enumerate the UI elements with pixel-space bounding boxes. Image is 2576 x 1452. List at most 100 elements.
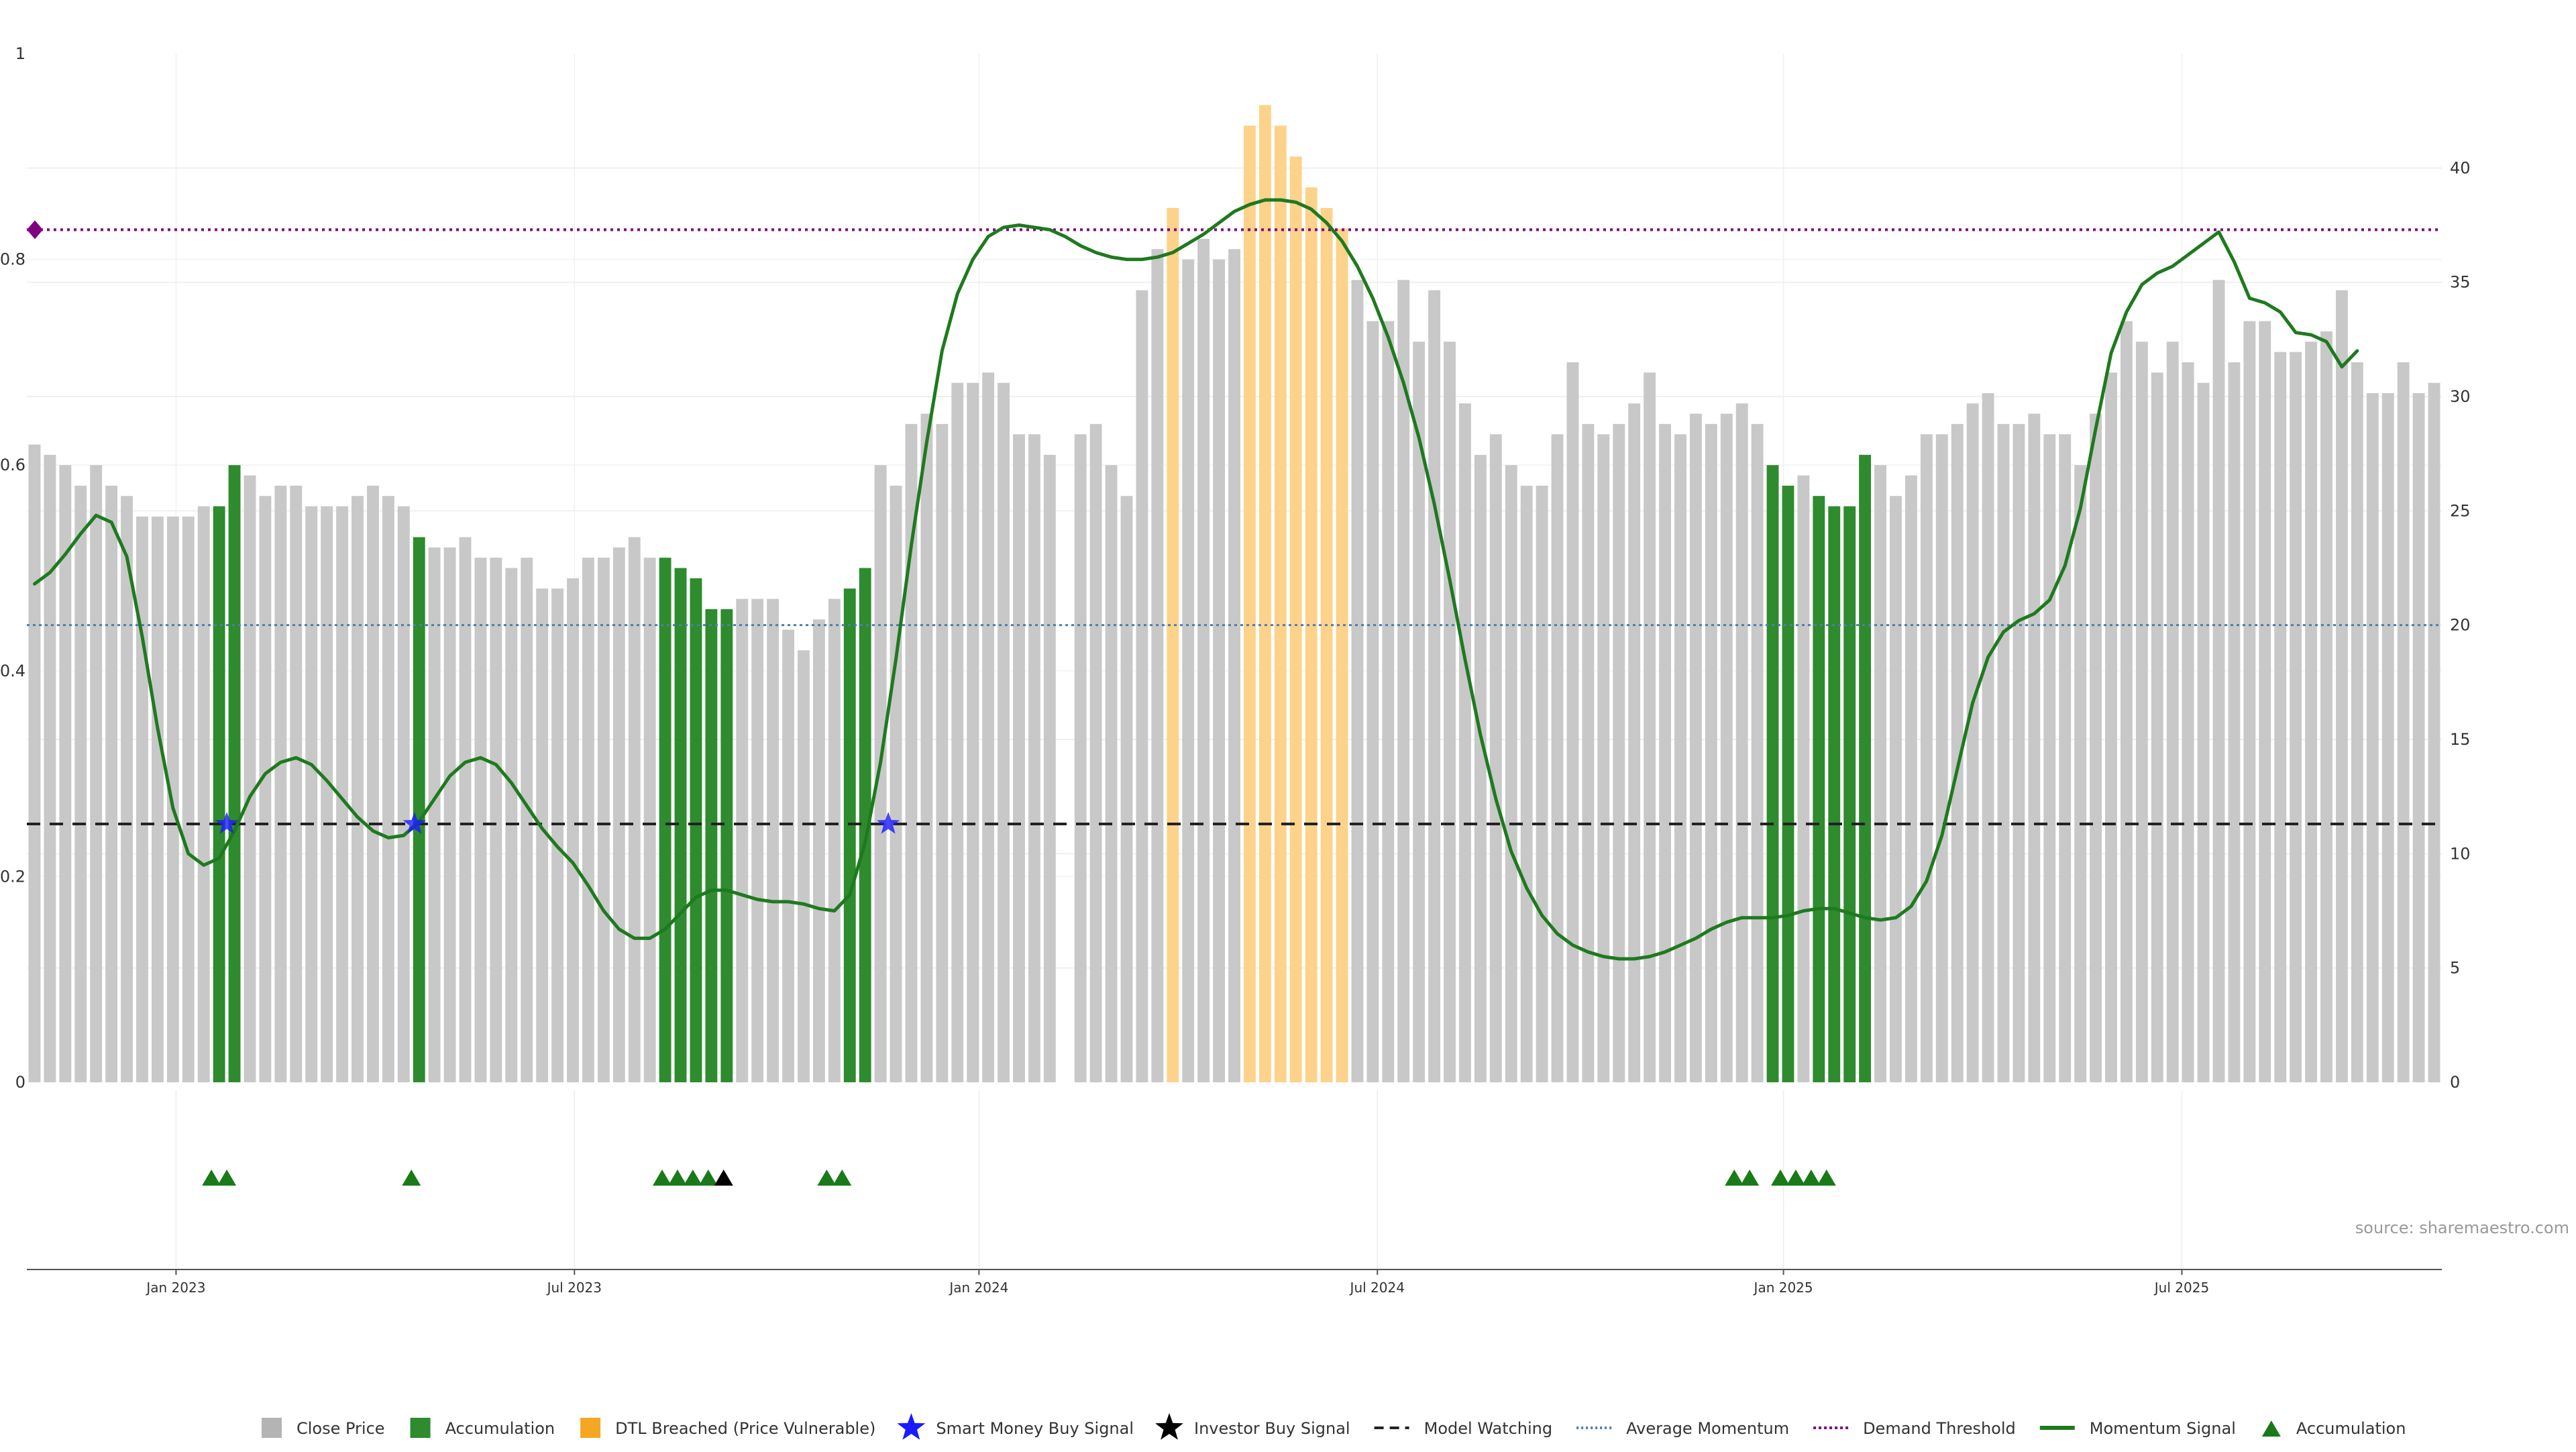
- price-bar-gray: [2428, 382, 2440, 1082]
- price-bar-gray: [474, 558, 487, 1082]
- price-bar-gray: [121, 496, 133, 1082]
- price-bar-gray: [1751, 423, 1764, 1082]
- price-bar-gray: [1074, 434, 1087, 1082]
- legend-item: Smart Money Buy Signal: [897, 1413, 1134, 1440]
- price-bar-gray: [2090, 413, 2102, 1082]
- accumulation-triangle: [1725, 1170, 1744, 1186]
- price-bar-gray: [1536, 485, 1548, 1082]
- price-bar-gray: [1597, 434, 1610, 1082]
- price-bar-gray: [428, 547, 441, 1082]
- legend-item: Accumulation: [410, 1418, 555, 1438]
- axes-layer: Jan 2023 Jul 2023 Jan 2024 Jul 2024 Jan 2025…: [0, 44, 2471, 1296]
- price-bar-gray: [244, 475, 256, 1082]
- accumulation-triangle: [683, 1170, 702, 1186]
- price-bar-gray: [1890, 496, 1902, 1082]
- price-bar-gray: [643, 558, 656, 1082]
- price-bar-green: [1813, 496, 1825, 1082]
- legend-label: Accumulation: [445, 1419, 555, 1438]
- price-bar-gray: [1520, 485, 1533, 1082]
- accumulation-triangle: [833, 1170, 852, 1186]
- legend-label: Close Price: [297, 1419, 385, 1438]
- price-bar-gray: [874, 465, 887, 1082]
- y-right-tick-label: 5: [2450, 959, 2460, 978]
- price-bar-gray: [1797, 475, 1810, 1082]
- price-bar-orange: [1320, 207, 1333, 1083]
- legend-label: Model Watching: [1424, 1419, 1553, 1438]
- x-tick-label: Jul 2024: [1349, 1280, 1405, 1296]
- price-bar-gray: [2228, 362, 2241, 1082]
- price-bar-gray: [998, 382, 1010, 1082]
- price-bar-orange: [1305, 187, 1318, 1082]
- price-bar-green: [720, 609, 733, 1082]
- accumulation-triangle: [1801, 1170, 1821, 1186]
- y-right-tick-label: 30: [2450, 387, 2471, 406]
- price-bar-gray: [1997, 423, 2010, 1082]
- price-bar-gray: [1505, 465, 1517, 1082]
- price-bar-gray: [567, 578, 579, 1082]
- price-bar-gray: [1874, 465, 1886, 1082]
- price-bar-gray: [1413, 342, 1426, 1082]
- price-bar-gray: [336, 506, 349, 1082]
- price-bar-gray: [2012, 423, 2025, 1082]
- price-bar-gray: [1904, 475, 1917, 1082]
- price-bar-gray: [1474, 454, 1487, 1082]
- price-bar-gray: [136, 516, 148, 1082]
- price-bar-gray: [782, 629, 794, 1082]
- price-bar-gray: [2059, 434, 2072, 1082]
- price-bar-gray: [2381, 393, 2394, 1082]
- price-bar-gray: [2412, 393, 2425, 1082]
- price-bar-gray: [2151, 372, 2163, 1082]
- price-bar-green: [413, 537, 425, 1082]
- price-bar-gray: [2243, 321, 2256, 1083]
- price-bar-gray: [74, 485, 87, 1082]
- price-bar-gray: [2105, 372, 2117, 1082]
- smart-money-star: [877, 812, 900, 834]
- price-bar-gray: [182, 516, 195, 1082]
- legend-label: Smart Money Buy Signal: [936, 1419, 1134, 1438]
- legend-label: Average Momentum: [1626, 1419, 1789, 1438]
- accumulation-triangle: [817, 1170, 837, 1186]
- price-bar-gray: [536, 588, 549, 1082]
- price-bar-gray: [151, 516, 164, 1082]
- price-bar-gray: [828, 599, 841, 1082]
- price-bar-gray: [2305, 342, 2318, 1082]
- price-bar-gray: [397, 506, 410, 1082]
- price-bar-gray: [28, 444, 41, 1082]
- price-bar-gray: [1366, 321, 1379, 1083]
- price-bar-gray: [1397, 280, 1410, 1082]
- price-bar-gray: [1120, 496, 1133, 1082]
- price-bar-gray: [1720, 413, 1733, 1082]
- accumulation-triangle: [1817, 1170, 1836, 1186]
- legend-swatch: [580, 1418, 601, 1438]
- legend-item: Close Price: [262, 1418, 385, 1438]
- price-bar-gray: [936, 423, 949, 1082]
- legend-label: Investor Buy Signal: [1194, 1419, 1350, 1438]
- markers-layer: [202, 812, 1836, 1186]
- legend-swatch: [262, 1418, 282, 1438]
- y-right-tick-label: 20: [2450, 616, 2471, 635]
- price-bar-gray: [105, 485, 118, 1082]
- price-bar-gray: [982, 372, 995, 1082]
- price-bar-gray: [1028, 434, 1040, 1082]
- legend-item: Demand Threshold: [1813, 1419, 2016, 1438]
- price-bar-gray: [521, 558, 533, 1082]
- price-bar-gray: [459, 537, 472, 1082]
- price-bar-gray: [1382, 321, 1395, 1083]
- price-bar-gray: [1182, 259, 1195, 1083]
- price-bar-gray: [2290, 352, 2302, 1082]
- price-bar-gray: [551, 588, 564, 1082]
- price-bar-gray: [321, 506, 333, 1082]
- price-bar-gray: [1459, 403, 1471, 1082]
- price-bar-gray: [767, 599, 780, 1082]
- price-bar-gray: [812, 619, 825, 1082]
- x-tick-label: Jul 2023: [546, 1280, 602, 1296]
- price-bar-gray: [1428, 290, 1441, 1083]
- price-bar-gray: [305, 506, 318, 1082]
- price-bar-gray: [967, 382, 979, 1082]
- price-bar-gray: [1444, 342, 1456, 1082]
- price-bar-gray: [1043, 454, 1056, 1082]
- price-bar-gray: [1951, 423, 1964, 1082]
- price-bar-green: [674, 568, 687, 1082]
